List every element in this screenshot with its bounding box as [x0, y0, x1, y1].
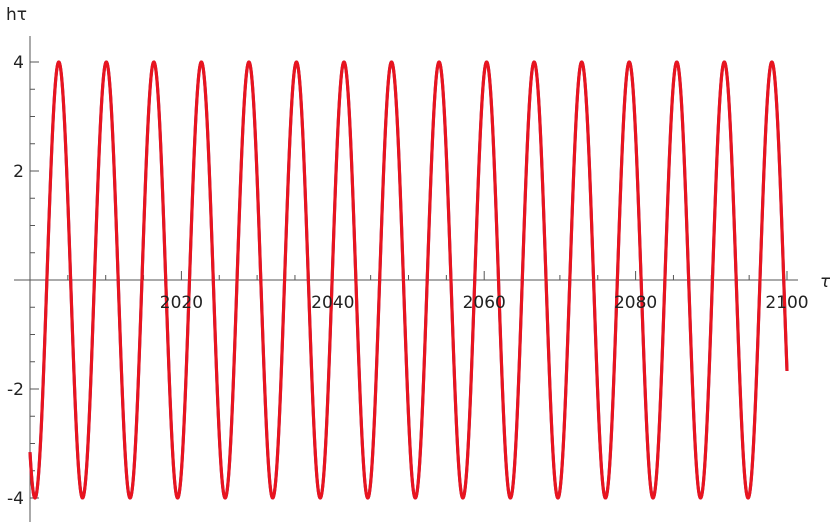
x-axis-label: τ [820, 272, 830, 292]
series-line-red [28, 60, 789, 500]
series-layer [28, 60, 789, 500]
y-tick-label-4: 4 [13, 53, 24, 73]
x-tick-label-2060: 2060 [463, 293, 506, 313]
x-tick-label-2040: 2040 [311, 293, 354, 313]
y-axis-label: hτ [6, 5, 27, 25]
y-tick-label-2: 2 [13, 162, 24, 182]
x-tick-label-2080: 2080 [614, 293, 657, 313]
y-axis-minor-ticks [30, 61, 39, 499]
x-tick-label-2020: 2020 [160, 293, 203, 313]
y-tick-label-minus-4: -4 [7, 489, 24, 509]
y-tick-label-minus-2: -2 [7, 380, 24, 400]
x-tick-label-2100: 2100 [765, 293, 808, 313]
